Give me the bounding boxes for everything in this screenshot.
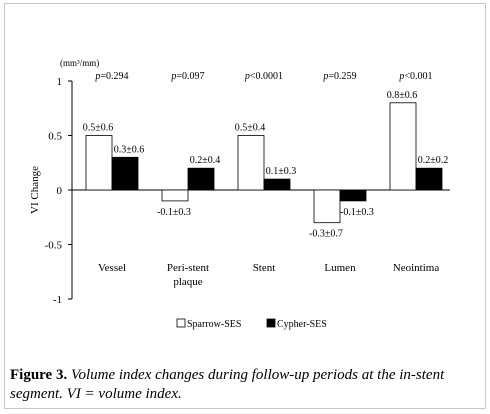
bar-value-label: 0.8±0.6	[387, 90, 418, 101]
bar-value-label: 0.5±0.4	[235, 123, 266, 134]
legend: Sparrow-SES Cypher-SES	[176, 318, 327, 330]
caption-label: Figure 3.	[10, 367, 68, 383]
bar-value-label: 0.5±0.6	[83, 123, 114, 134]
bar-cypher	[339, 189, 367, 202]
legend-swatch-cypher	[266, 318, 276, 328]
category-label: Peri-stent	[167, 262, 209, 274]
bar-cypher	[111, 156, 139, 191]
y-tick-label: 0.5	[48, 131, 62, 143]
p-value-label: p<0.001	[398, 71, 432, 82]
y-tick-label: -0.5	[45, 240, 63, 252]
category-label: plaque	[173, 276, 202, 288]
bar-value-label: 0.2±0.4	[190, 155, 221, 166]
bar-cypher	[187, 167, 215, 191]
p-value-label: p=0.097	[170, 71, 204, 82]
bar-cypher	[263, 178, 291, 191]
bar-value-label: -0.3±0.7	[309, 229, 343, 240]
category-label: Lumen	[324, 262, 356, 274]
labels-layer: 0.5±0.60.3±0.6 p=0.294 Vessel -0.1±0.3 0.2±0…	[83, 71, 449, 288]
bars-layer	[85, 102, 443, 224]
legend-label-cypher: Cypher-SES	[277, 319, 327, 330]
bar-value-label: -0.1±0.3	[157, 207, 191, 218]
y-tick-label: 0	[57, 185, 63, 197]
category-label: Neointima	[393, 262, 440, 274]
category-label: Vessel	[98, 262, 126, 274]
legend-swatch-sparrow	[176, 318, 186, 328]
bar-cypher	[415, 167, 443, 191]
p-value-label: p=0.294	[94, 71, 128, 82]
bar-sparrow	[313, 189, 341, 224]
legend-label-sparrow: Sparrow-SES	[187, 319, 241, 330]
bar-sparrow	[161, 189, 189, 202]
bar-value-label: 0.1±0.3	[266, 166, 297, 177]
bar-sparrow	[389, 102, 417, 191]
bar-value-label: 0.3±0.6	[114, 144, 145, 155]
category-label: Stent	[253, 262, 276, 274]
figure-caption: Figure 3. Volume index changes during fo…	[4, 366, 486, 404]
bar-sparrow	[85, 135, 113, 191]
y-tick-label: -1	[53, 294, 62, 306]
bar-value-label: 0.2±0.2	[418, 155, 449, 166]
p-value-label: p=0.259	[322, 71, 356, 82]
y-axis-title: VI Change	[29, 166, 41, 214]
bar-value-label: -0.1±0.3	[340, 207, 374, 218]
figure-panel	[4, 3, 486, 409]
y-unit-label: (mm³/mm)	[60, 58, 99, 68]
y-tick-label: 1	[57, 76, 63, 88]
caption-text: Volume index changes during follow-up pe…	[10, 367, 445, 402]
bar-sparrow	[237, 135, 265, 191]
p-value-label: p<0.0001	[244, 71, 283, 82]
